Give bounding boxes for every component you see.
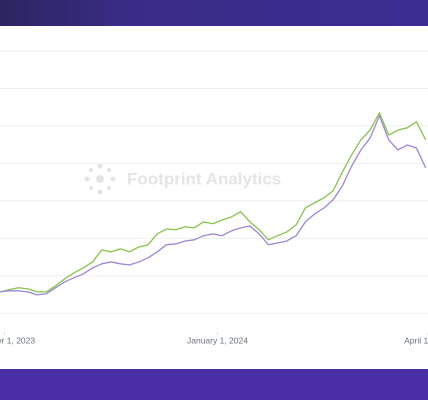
watermark-text: Footprint Analytics bbox=[127, 169, 281, 188]
grid bbox=[0, 50, 428, 314]
x-tick-label: October 1, 2023 bbox=[0, 335, 35, 345]
chart-card bbox=[0, 26, 428, 369]
bottom-band bbox=[0, 369, 428, 400]
watermark: Footprint Analytics bbox=[84, 163, 281, 195]
series-line bbox=[0, 115, 427, 296]
x-tick-label: January 1, 2024 bbox=[187, 335, 248, 345]
top-band bbox=[0, 0, 428, 26]
x-axis: October 1, 2023 January 1, 2024 April 1, 2… bbox=[0, 332, 428, 345]
x-tick-label: April 1, 2024 bbox=[404, 335, 428, 345]
watermark-icon bbox=[84, 163, 116, 195]
series-line bbox=[0, 112, 427, 293]
plot bbox=[0, 112, 427, 296]
